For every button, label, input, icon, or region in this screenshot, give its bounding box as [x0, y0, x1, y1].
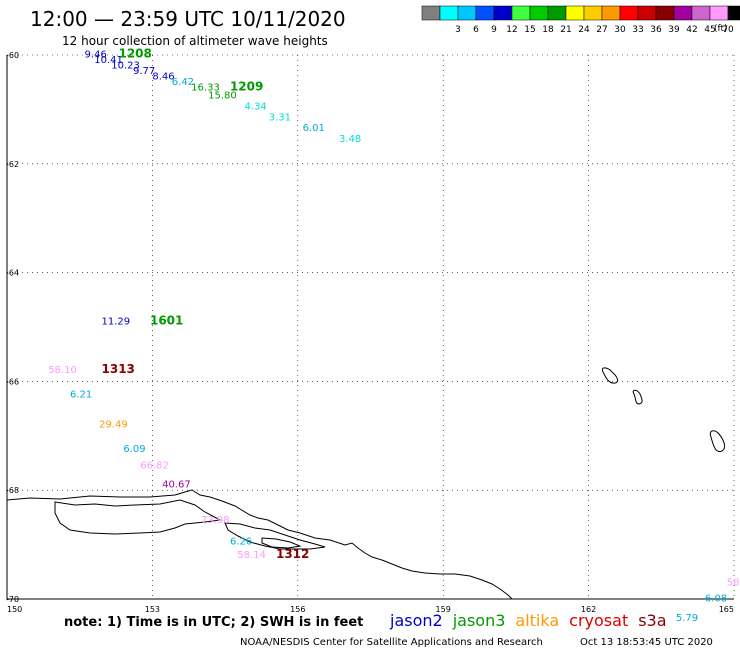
- footer-credit: NOAA/NESDIS Center for Satellite Applica…: [240, 637, 543, 648]
- map-subtitle: 12 hour collection of altimeter wave hei…: [62, 34, 328, 48]
- latitude-label: -60: [6, 51, 19, 60]
- scale-swatch: 15: [511, 5, 536, 35]
- balleny-island-middle: [632, 389, 643, 405]
- scale-tick-label: 39: [668, 25, 680, 35]
- wave-height-value: 29.49: [99, 420, 128, 431]
- wave-height-value: 4.34: [244, 101, 266, 112]
- scale-swatch: 3: [439, 5, 461, 35]
- map-title: 12:00 — 23:59 UTC 10/11/2020: [30, 7, 346, 31]
- coastline: [6, 367, 726, 600]
- wave-height-value: 6.42: [172, 77, 194, 88]
- satellite-legend-jason2: jason2: [389, 611, 443, 630]
- satellite-legend-cryosat: cryosat: [569, 611, 628, 630]
- wave-height-color-scale: 3 6 9 12 15 18 21 24 27 30 33 36 39 42 45 70: [421, 5, 740, 35]
- wave-height-value: 10.41: [94, 55, 123, 66]
- wave-height-value: 73.98: [201, 515, 230, 526]
- scale-tick-label: 15: [524, 25, 535, 35]
- coast-small-island: [261, 537, 302, 549]
- wave-height-value: 58: [727, 577, 740, 588]
- wave-height-value: 9.46: [85, 50, 107, 61]
- scale-swatch: 24: [565, 5, 590, 35]
- longitude-labels: 150 153 156 159 162 165: [7, 605, 734, 614]
- longitude-label: 165: [719, 605, 734, 614]
- pass-time-label: 1209: [230, 79, 263, 93]
- wave-height-value: 40.67: [162, 479, 191, 490]
- pass-time-label: 1312: [276, 547, 309, 561]
- wave-height-value: 10.23: [111, 61, 140, 72]
- wave-height-value: 3.48: [339, 134, 361, 145]
- scale-tick-label: 30: [614, 25, 626, 35]
- footer-timestamp: Oct 13 18:53:45 UTC 2020: [580, 637, 713, 648]
- coast-inlet-outline: [224, 522, 326, 550]
- balleny-island-north: [601, 367, 619, 384]
- longitude-label: 159: [436, 605, 451, 614]
- scale-tick-label: 3: [455, 25, 461, 35]
- wave-height-value: 15.80: [208, 91, 237, 102]
- scale-tick-label: 27: [596, 25, 607, 35]
- latitude-label: -62: [6, 160, 19, 169]
- longitude-label: 150: [7, 605, 22, 614]
- longitude-label: 162: [581, 605, 596, 614]
- scale-swatch: [727, 5, 740, 21]
- satellite-legend-altika: altika: [515, 611, 559, 630]
- footer-note: note: 1) Time is in UTC; 2) SWH is in fe…: [64, 615, 363, 630]
- wave-height-value: 58.10: [48, 365, 77, 376]
- longitude-label: 153: [145, 605, 160, 614]
- pass-time-label: 1208: [118, 47, 151, 61]
- scale-tick-label: 70: [722, 25, 734, 35]
- wave-height-value: 11.29: [102, 316, 131, 327]
- wave-height-value: 8.46: [152, 71, 174, 82]
- coast-island-outline: [54, 499, 222, 535]
- wave-height-value: 58.14: [237, 550, 266, 561]
- satellite-legend: jason2 jason3 altika cryosat s3a: [389, 611, 667, 630]
- wave-height-value: 6.21: [70, 390, 92, 401]
- scale-tick-label: 24: [578, 25, 590, 35]
- longitude-label: 156: [290, 605, 305, 614]
- wave-height-value: 3.31: [269, 112, 291, 123]
- scale-unit-label: (ft): [714, 24, 728, 34]
- scale-tick-label: 21: [560, 25, 571, 35]
- wave-height-value: 6.09: [123, 444, 145, 455]
- latitude-label: -66: [6, 377, 19, 386]
- pass-time-label: 1313: [102, 362, 135, 376]
- scale-tick-label: 42: [686, 25, 697, 35]
- scale-tick-label: 6: [473, 25, 479, 35]
- balleny-island-south: [709, 430, 726, 453]
- latitude-labels: -60 -62 -64 -66 -68 -70: [6, 51, 19, 604]
- latitude-label: -64: [6, 269, 19, 278]
- antarctic-coastline: [6, 489, 513, 600]
- wave-height-value: 5.79: [676, 613, 698, 624]
- wave-height-value: 16.33: [191, 82, 220, 93]
- wave-height-value: 9.77: [133, 66, 155, 77]
- latitude-label: -68: [6, 486, 19, 495]
- scale-tick-label: 45: [704, 25, 715, 35]
- scale-tick-label: 9: [491, 25, 497, 35]
- scale-tick-label: 33: [632, 25, 643, 35]
- latitude-label: -70: [6, 595, 19, 604]
- graticule: [6, 54, 735, 600]
- wave-height-value: 66.82: [140, 460, 169, 471]
- satellite-legend-s3a: s3a: [638, 611, 666, 630]
- pass-time-label: 1601: [150, 313, 183, 327]
- wave-height-value: 6.26: [230, 537, 252, 548]
- scale-tick-label: 18: [542, 25, 554, 35]
- wave-height-value: 6.01: [303, 123, 325, 134]
- scale-swatch: [421, 5, 441, 21]
- scale-tick-label: 12: [506, 25, 517, 35]
- scale-swatch: 70: [709, 5, 734, 35]
- wave-height-value: 6.08: [705, 594, 727, 605]
- scale-tick-label: 36: [650, 25, 662, 35]
- satellite-legend-jason3: jason3: [452, 611, 506, 630]
